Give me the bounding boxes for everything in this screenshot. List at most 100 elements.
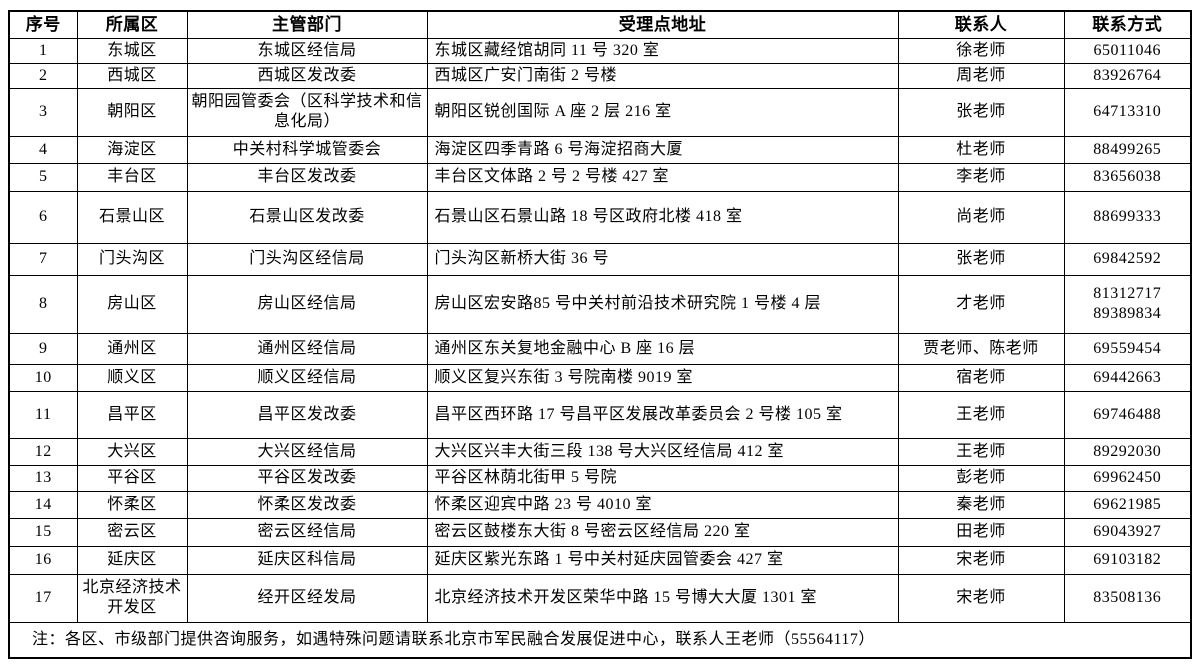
cell-department: 延庆区科信局: [186, 545, 428, 575]
cell-district: 朝阳区: [76, 87, 188, 137]
cell-address: 北京经济技术开发区荣华中路 15 号博大大厦 1301 室: [426, 573, 899, 623]
cell-index: 3: [8, 87, 78, 137]
cell-address: 昌平区西环路 17 号昌平区发展改革委员会 2 号楼 105 室: [426, 390, 899, 439]
cell-district: 东城区: [76, 37, 188, 64]
cell-district: 北京经济技术开发区: [76, 573, 188, 623]
cell-address: 房山区宏安路85 号中关村前沿技术研究院 1 号楼 4 层: [426, 274, 899, 334]
cell-contact: 田老师: [897, 517, 1065, 547]
cell-contact: 张老师: [897, 87, 1065, 137]
table-row: 5 丰台区 丰台区发改委 丰台区文体路 2 号 2 号楼 427 室李老师 836560…: [8, 162, 1192, 192]
cell-phone: 69559454: [1063, 332, 1192, 365]
table-row: 14 怀柔区 怀柔区发改委 怀柔区迎宾中路 23 号 4010 室秦老师 6962198…: [8, 490, 1192, 519]
cell-phone: 69842592: [1063, 242, 1192, 276]
table-row: 1 东城区 东城区经信局 东城区藏经馆胡同 11 号 320 室徐老师 65011046: [8, 37, 1192, 64]
cell-contact: 周老师: [897, 62, 1065, 89]
cell-phone: 83508136: [1063, 573, 1192, 623]
cell-department: 西城区发改委: [186, 62, 428, 89]
cell-contact: 杜老师: [897, 135, 1065, 164]
cell-index: 14: [8, 490, 78, 519]
cell-district: 通州区: [76, 332, 188, 365]
cell-district: 西城区: [76, 62, 188, 89]
table-row: 10 顺义区 顺义区经信局 顺义区复兴东街 3 号院南楼 9019 室宿老师 69442…: [8, 363, 1192, 392]
cell-district: 顺义区: [76, 363, 188, 392]
cell-phone: 88499265: [1063, 135, 1192, 164]
cell-phone: 69043927: [1063, 517, 1192, 547]
cell-index: 1: [8, 37, 78, 64]
cell-department: 通州区经信局: [186, 332, 428, 365]
cell-department: 平谷区发改委: [186, 464, 428, 492]
table-row: 15 密云区 密云区经信局 密云区鼓楼东大街 8 号密云区经信局 220 室田老师 69…: [8, 517, 1192, 547]
cell-address: 顺义区复兴东街 3 号院南楼 9019 室: [426, 363, 899, 392]
table-row: 8 房山区 房山区经信局 房山区宏安路85 号中关村前沿技术研究院 1 号楼 4 层才…: [8, 274, 1192, 334]
table-row: 16 延庆区 延庆区科信局 延庆区紫光东路 1 号中关村延庆园管委会 427 室宋老师…: [8, 545, 1192, 575]
cell-index: 12: [8, 437, 78, 466]
cell-department: 密云区经信局: [186, 517, 428, 547]
cell-contact: 秦老师: [897, 490, 1065, 519]
cell-phone: 69103182: [1063, 545, 1192, 575]
table-row: 6 石景山区 石景山区发改委 石景山区石景山路 18 号区政府北楼 418 室尚老师 8…: [8, 190, 1192, 244]
cell-phone: 83926764: [1063, 62, 1192, 89]
cell-phone: 69621985: [1063, 490, 1192, 519]
cell-phone: 69746488: [1063, 390, 1192, 439]
cell-phone: 69442663: [1063, 363, 1192, 392]
table-row: 3 朝阳区 朝阳园管委会（区科学技术和信息化局） 朝阳区锐创国际 A 座 2 层 21…: [8, 87, 1192, 137]
cell-district: 石景山区: [76, 190, 188, 244]
cell-phone: 69962450: [1063, 464, 1192, 492]
cell-phone: 65011046: [1063, 37, 1192, 64]
cell-department: 房山区经信局: [186, 274, 428, 334]
cell-phone: 88699333: [1063, 190, 1192, 244]
cell-address: 平谷区林荫北街甲 5 号院: [426, 464, 899, 492]
cell-index: 9: [8, 332, 78, 365]
cell-district: 昌平区: [76, 390, 188, 439]
table-row: 4 海淀区 中关村科学城管委会 海淀区四季青路 6 号海淀招商大厦 杜老师 8849926…: [8, 135, 1192, 164]
cell-department: 丰台区发改委: [186, 162, 428, 192]
cell-index: 17: [8, 573, 78, 623]
cell-index: 7: [8, 242, 78, 276]
cell-district: 密云区: [76, 517, 188, 547]
cell-department: 昌平区发改委: [186, 390, 428, 439]
table-row: 2 西城区 西城区发改委 西城区广安门南街 2 号楼 周老师 83926764: [8, 62, 1192, 89]
cell-index: 4: [8, 135, 78, 164]
cell-contact: 尚老师: [897, 190, 1065, 244]
col-header-address: 受理点地址: [426, 10, 899, 39]
col-header-index: 序号: [8, 10, 78, 39]
cell-district: 丰台区: [76, 162, 188, 192]
table-row: 17 北京经济技术开发区 经开区经发局 北京经济技术开发区荣华中路 15 号博大大厦 …: [8, 573, 1192, 623]
note-text: 注：各区、市级部门提供咨询服务，如遇特殊问题请联系北京市军民融合发展促进中心，联…: [8, 621, 1192, 659]
cell-contact: 王老师: [897, 390, 1065, 439]
cell-contact: 贾老师、陈老师: [897, 332, 1065, 365]
header-row: 序号 所属区 主管部门 受理点地址 联系人 联系方式: [8, 10, 1192, 39]
cell-address: 海淀区四季青路 6 号海淀招商大厦: [426, 135, 899, 164]
cell-address: 西城区广安门南街 2 号楼: [426, 62, 899, 89]
cell-district: 海淀区: [76, 135, 188, 164]
cell-phone: 89292030: [1063, 437, 1192, 466]
cell-contact: 宿老师: [897, 363, 1065, 392]
cell-contact: 李老师: [897, 162, 1065, 192]
cell-index: 13: [8, 464, 78, 492]
table-row: 12 大兴区 大兴区经信局 大兴区兴丰大街三段 138 号大兴区经信局 412 室王老…: [8, 437, 1192, 466]
cell-address: 怀柔区迎宾中路 23 号 4010 室: [426, 490, 899, 519]
cell-index: 5: [8, 162, 78, 192]
cell-address: 朝阳区锐创国际 A 座 2 层 216 室: [426, 87, 899, 137]
cell-district: 延庆区: [76, 545, 188, 575]
cell-contact: 宋老师: [897, 573, 1065, 623]
cell-address: 门头沟区新桥大街 36 号: [426, 242, 899, 276]
cell-index: 10: [8, 363, 78, 392]
cell-department: 朝阳园管委会（区科学技术和信息化局）: [186, 87, 428, 137]
cell-department: 门头沟区经信局: [186, 242, 428, 276]
table-row: 7 门头沟区 门头沟区经信局 门头沟区新桥大街 36 号张老师 69842592: [8, 242, 1192, 276]
acceptance-points-table: 序号 所属区 主管部门 受理点地址 联系人 联系方式 1 东城区 东城区经信局 东城区…: [8, 10, 1192, 660]
cell-district: 房山区: [76, 274, 188, 334]
cell-address: 延庆区紫光东路 1 号中关村延庆园管委会 427 室: [426, 545, 899, 575]
cell-index: 15: [8, 517, 78, 547]
cell-index: 16: [8, 545, 78, 575]
cell-contact: 才老师: [897, 274, 1065, 334]
cell-contact: 张老师: [897, 242, 1065, 276]
cell-district: 平谷区: [76, 464, 188, 492]
cell-index: 6: [8, 190, 78, 244]
cell-address: 东城区藏经馆胡同 11 号 320 室: [426, 37, 899, 64]
cell-phone: 83656038: [1063, 162, 1192, 192]
cell-phone: 64713310: [1063, 87, 1192, 137]
cell-district: 门头沟区: [76, 242, 188, 276]
